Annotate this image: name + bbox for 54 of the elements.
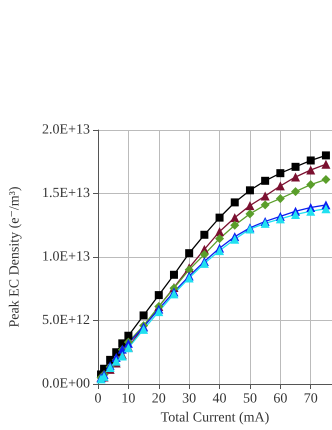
point: [260, 200, 270, 210]
y-tick-label: 5.0E+12: [42, 313, 90, 328]
point: [215, 246, 224, 256]
point: [276, 214, 285, 224]
point: [154, 291, 163, 300]
point: [291, 172, 300, 182]
point: [322, 151, 330, 160]
x-tick-label: 50: [242, 392, 257, 406]
point: [230, 234, 240, 244]
point: [292, 162, 300, 171]
point: [321, 175, 330, 184]
point: [306, 166, 316, 175]
point: [245, 209, 254, 218]
point: [261, 176, 270, 185]
y-tick-label: 0.0E+00: [42, 376, 90, 392]
point: [246, 186, 254, 194]
point: [230, 213, 240, 222]
x-tick-label: 0: [94, 392, 102, 406]
point: [140, 311, 148, 320]
point: [306, 180, 316, 190]
y-tick-label: 1.5E+13: [42, 186, 90, 201]
point: [139, 324, 148, 334]
y-tick-label: 1.0E+13: [42, 250, 90, 264]
x-axis-title: Total Current (mA): [160, 410, 270, 426]
x-tick-label: 40: [212, 392, 227, 406]
point: [291, 187, 300, 196]
point: [216, 214, 224, 222]
point: [185, 249, 194, 258]
point: [276, 194, 285, 204]
point: [200, 230, 208, 239]
point: [291, 210, 300, 219]
point: [321, 160, 330, 169]
point: [276, 181, 285, 190]
y-tick-label: 2.0E+13: [42, 122, 90, 138]
point: [124, 332, 132, 340]
x-tick-label: 20: [152, 392, 166, 406]
point: [245, 201, 254, 210]
x-tick-label: 70: [304, 392, 318, 406]
point: [306, 156, 315, 164]
point: [200, 250, 209, 259]
x-tick-label: 60: [273, 392, 288, 406]
point: [276, 169, 284, 178]
point: [321, 204, 330, 214]
point: [170, 270, 178, 279]
x-tick-label: 10: [121, 392, 136, 406]
point: [230, 198, 239, 206]
point: [154, 307, 164, 316]
x-tick-label: 30: [182, 392, 196, 406]
point: [215, 227, 224, 236]
point: [260, 192, 270, 201]
point: [215, 234, 224, 244]
point: [306, 206, 316, 216]
point: [230, 220, 240, 230]
y-axis-title: Peak EC Density (e⁻/m³): [8, 186, 22, 328]
